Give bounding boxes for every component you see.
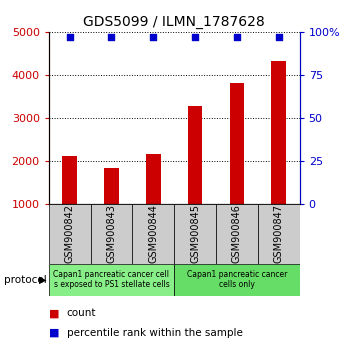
Bar bbox=[146, 154, 161, 246]
Text: GSM900843: GSM900843 bbox=[106, 204, 117, 263]
Bar bbox=[174, 264, 300, 296]
Point bbox=[151, 34, 156, 40]
Text: ▶: ▶ bbox=[39, 275, 47, 285]
Text: Capan1 pancreatic cancer cell
s exposed to PS1 stellate cells: Capan1 pancreatic cancer cell s exposed … bbox=[53, 270, 169, 289]
Text: ■: ■ bbox=[49, 328, 59, 338]
Text: GSM900845: GSM900845 bbox=[190, 204, 200, 263]
Bar bbox=[216, 204, 258, 264]
Text: protocol: protocol bbox=[4, 275, 46, 285]
Bar bbox=[174, 204, 216, 264]
Title: GDS5099 / ILMN_1787628: GDS5099 / ILMN_1787628 bbox=[83, 16, 265, 29]
Text: GSM900847: GSM900847 bbox=[274, 204, 284, 263]
Bar bbox=[49, 204, 91, 264]
Bar bbox=[132, 204, 174, 264]
Text: ■: ■ bbox=[49, 308, 59, 318]
Bar bbox=[91, 204, 132, 264]
Text: Capan1 pancreatic cancer
cells only: Capan1 pancreatic cancer cells only bbox=[187, 270, 287, 289]
Text: percentile rank within the sample: percentile rank within the sample bbox=[67, 328, 243, 338]
Point bbox=[234, 34, 240, 40]
Bar bbox=[104, 169, 119, 246]
Bar bbox=[62, 156, 77, 246]
Point bbox=[192, 34, 198, 40]
Bar bbox=[271, 61, 286, 246]
Bar bbox=[230, 84, 244, 246]
Text: count: count bbox=[67, 308, 96, 318]
Text: GSM900842: GSM900842 bbox=[65, 204, 75, 263]
Text: GSM900846: GSM900846 bbox=[232, 204, 242, 263]
Bar bbox=[49, 264, 174, 296]
Text: GSM900844: GSM900844 bbox=[148, 204, 158, 263]
Bar bbox=[188, 106, 203, 246]
Bar bbox=[258, 204, 300, 264]
Point bbox=[67, 34, 73, 40]
Point bbox=[109, 34, 114, 40]
Point bbox=[276, 34, 282, 40]
